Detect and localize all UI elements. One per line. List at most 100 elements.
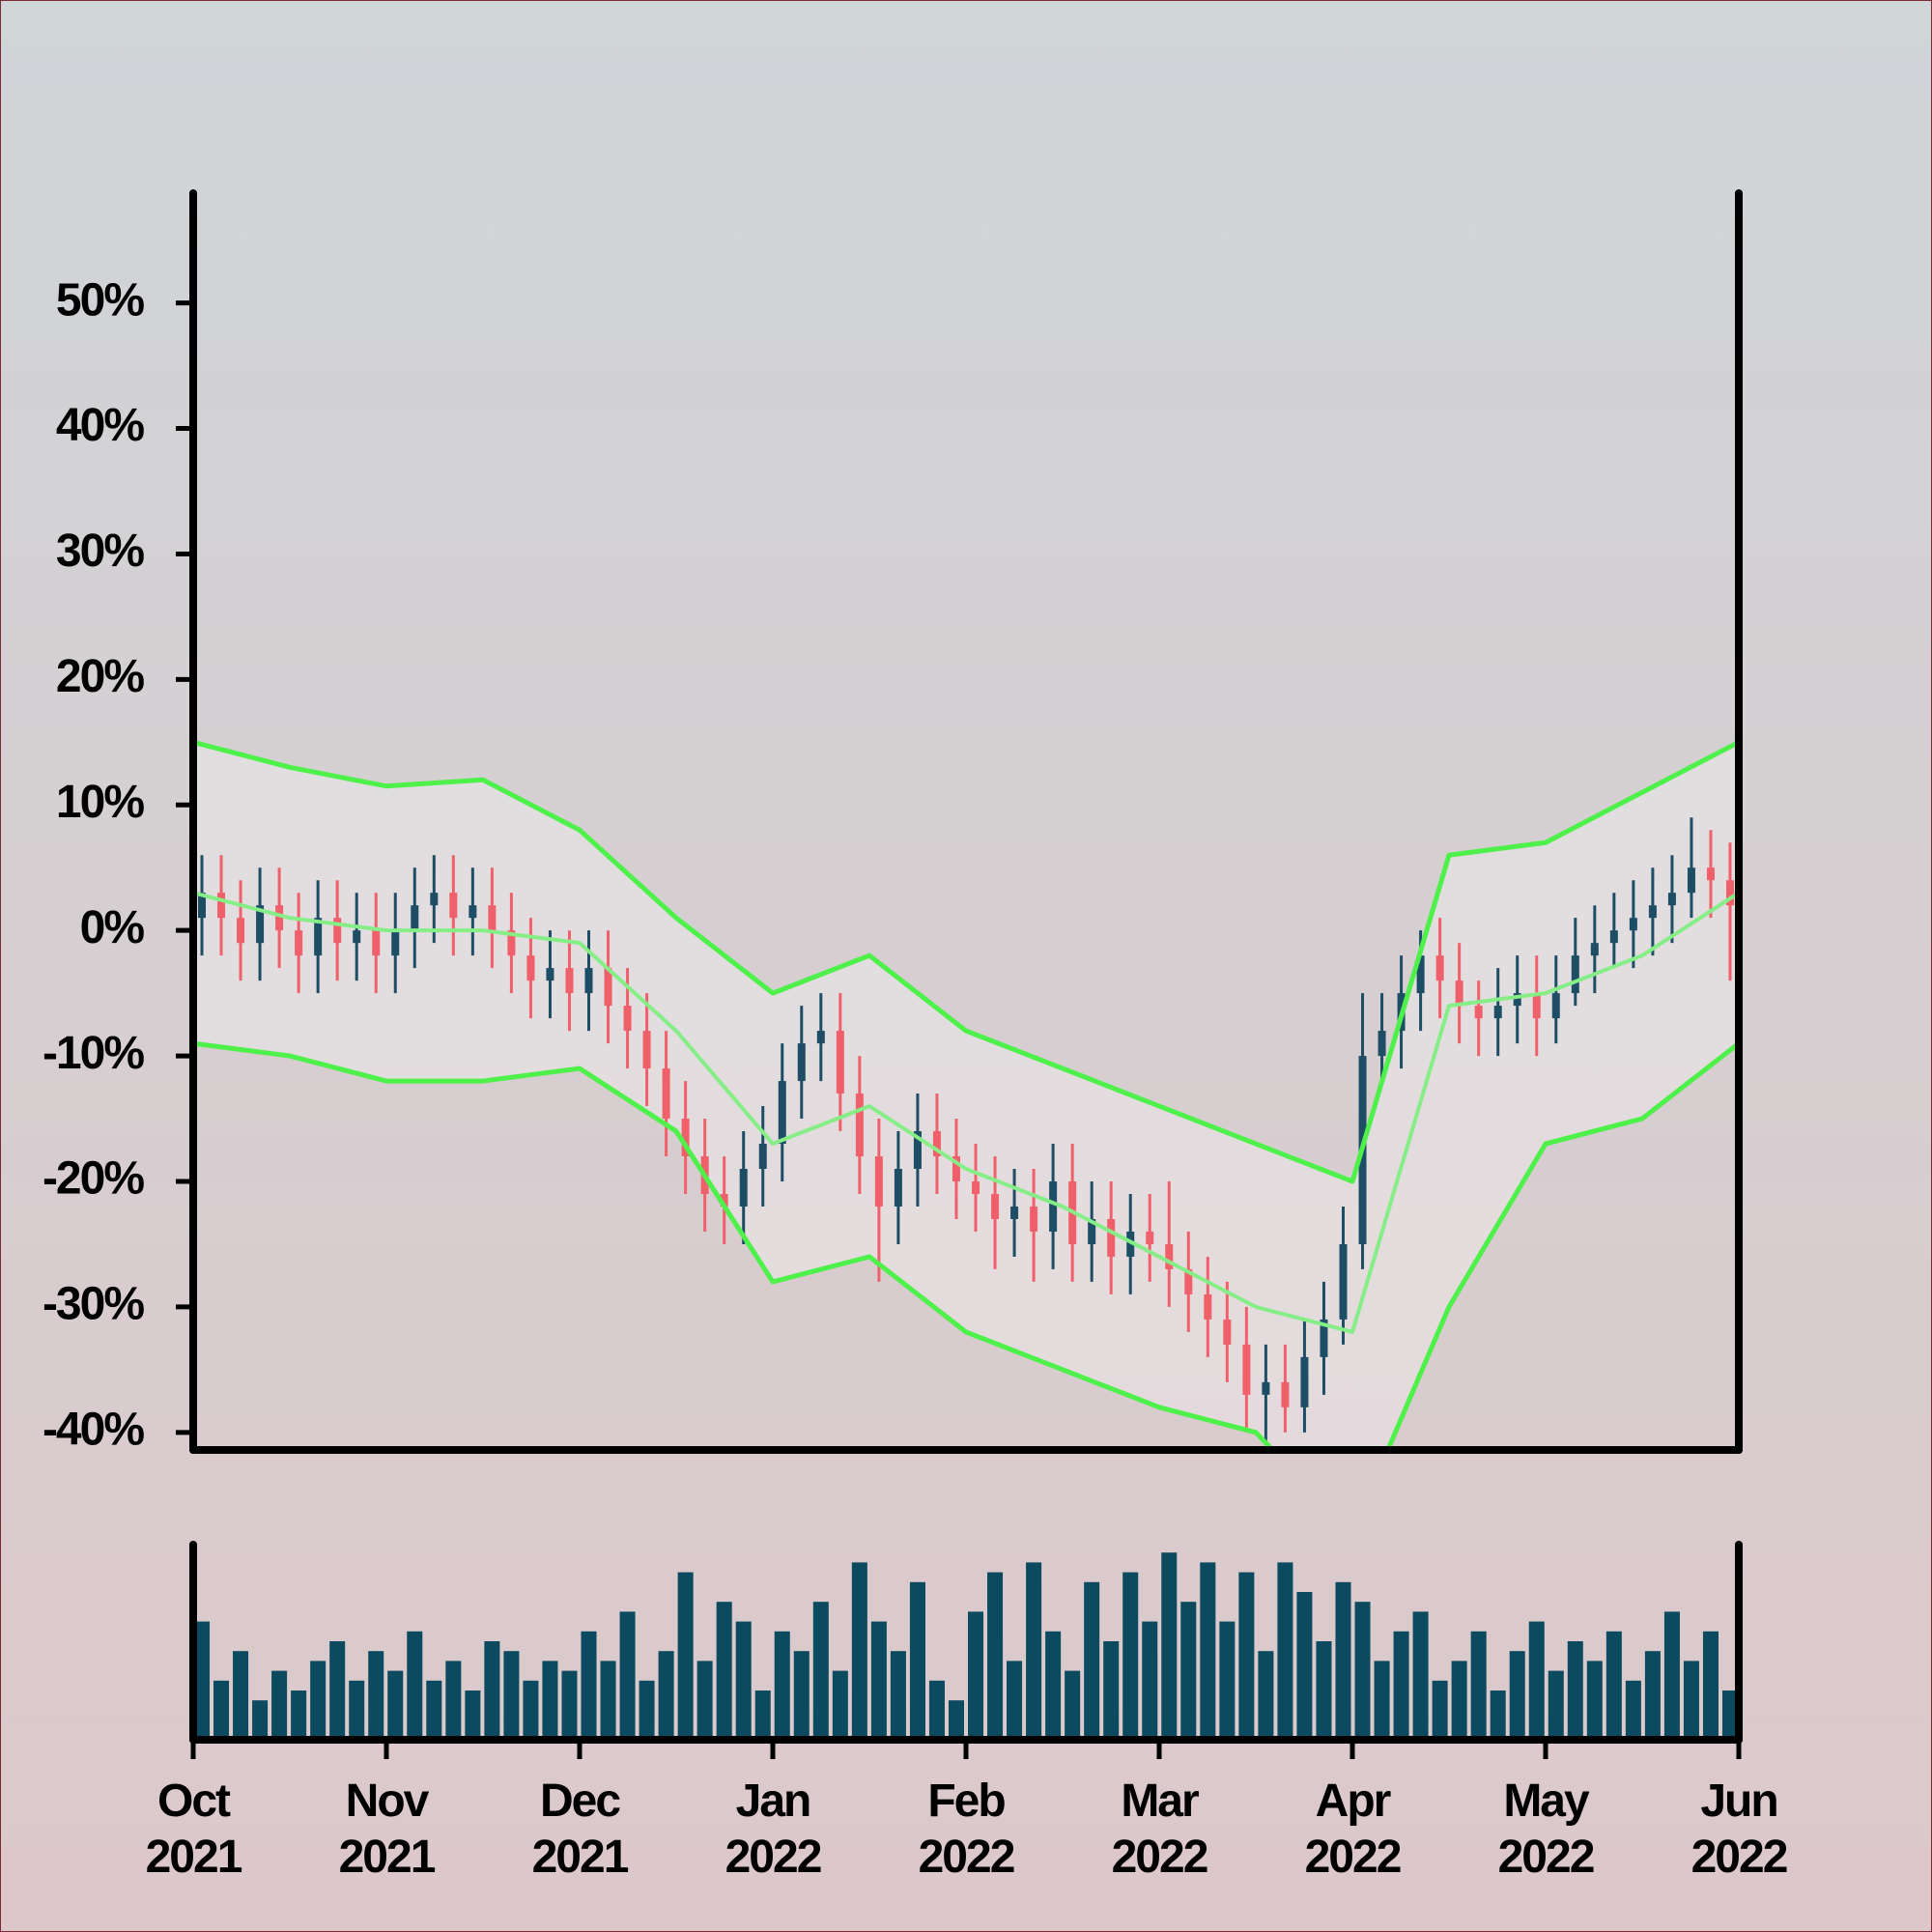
candle-body — [1629, 918, 1637, 931]
volume-bar — [581, 1631, 597, 1740]
candle-body — [1146, 1231, 1154, 1244]
volume-bar — [1045, 1631, 1062, 1740]
volume-bar — [1567, 1641, 1583, 1740]
volume-bar — [1490, 1690, 1506, 1740]
volume-bar — [1316, 1641, 1332, 1740]
candle-body — [681, 1119, 690, 1157]
x-tick-label: Jun 2022 — [1690, 1776, 1789, 1883]
volume-bar — [1026, 1562, 1042, 1740]
candle-body — [778, 1081, 786, 1145]
candle-body — [1204, 1293, 1212, 1320]
volume-bar — [793, 1651, 810, 1740]
volume-plot — [193, 1552, 1739, 1740]
candle-body — [1706, 867, 1715, 881]
volume-bar — [1451, 1661, 1467, 1740]
band-fill — [193, 742, 1739, 1450]
candle-body — [1726, 880, 1734, 906]
candle-body — [1378, 1031, 1386, 1057]
volume-bar — [1065, 1670, 1081, 1740]
candle-body — [1493, 1006, 1502, 1019]
candle-body — [1010, 1206, 1019, 1219]
volume-bar — [1586, 1661, 1603, 1740]
volume-bar — [523, 1680, 539, 1740]
y-tick-label: 50% — [56, 274, 144, 326]
candle-body — [913, 1131, 922, 1170]
volume-bar — [987, 1572, 1004, 1740]
candle-body — [1551, 993, 1560, 1019]
volume-bar — [349, 1680, 365, 1740]
candle-body — [546, 968, 554, 981]
volume-bar — [832, 1670, 848, 1740]
candle-body — [1609, 930, 1618, 944]
volume-bar — [968, 1611, 984, 1740]
candle-body — [1281, 1381, 1290, 1407]
volume-bar — [1528, 1621, 1545, 1740]
y-tick-label: 20% — [56, 651, 144, 702]
candle-body — [991, 1193, 1000, 1219]
candle-body — [972, 1180, 980, 1194]
volume-bar — [1161, 1552, 1178, 1740]
x-tick-label: Oct 2021 — [145, 1776, 243, 1883]
volume-bar — [1142, 1621, 1158, 1740]
x-tick-label: May 2022 — [1497, 1776, 1596, 1883]
candle-body — [642, 1031, 651, 1069]
volume-bar — [1200, 1562, 1216, 1740]
candle-body — [469, 905, 477, 919]
candle-body — [758, 1144, 767, 1170]
volume-bar — [851, 1562, 867, 1740]
candle-body — [952, 1156, 960, 1181]
volume-bar — [1258, 1651, 1274, 1740]
volume-bar — [213, 1680, 230, 1740]
volume-bar — [774, 1631, 790, 1740]
volume-bar — [909, 1581, 925, 1740]
x-tick-label: Apr 2022 — [1304, 1776, 1403, 1883]
candle-body — [1416, 955, 1425, 994]
volume-bar — [600, 1661, 616, 1740]
y-tick-label: 10% — [56, 777, 144, 828]
candle-body — [217, 893, 226, 919]
volume-bar — [1122, 1572, 1139, 1740]
volume-bar — [1393, 1631, 1409, 1740]
candle-body — [623, 1006, 632, 1032]
y-tick-label: -10% — [43, 1028, 144, 1079]
volume-bar — [658, 1651, 674, 1740]
candle-body — [1126, 1231, 1135, 1257]
volume-bar — [271, 1670, 288, 1740]
y-tick-label: 30% — [56, 526, 144, 577]
candle-body — [449, 893, 458, 919]
volume-bar — [639, 1680, 655, 1740]
candle-body — [1435, 955, 1444, 981]
volume-bar — [1238, 1572, 1255, 1740]
volume-bar — [233, 1651, 249, 1740]
x-tick-label: Mar 2022 — [1111, 1776, 1209, 1883]
candle-body — [391, 930, 400, 956]
volume-bar — [252, 1700, 269, 1740]
candle-body — [1513, 993, 1521, 1007]
candle-body — [1590, 943, 1599, 956]
volume-bar — [1721, 1690, 1739, 1740]
x-tick-label: Dec 2021 — [531, 1776, 630, 1883]
candle-body — [198, 893, 206, 919]
candle-body — [739, 1169, 748, 1207]
candle-body — [1030, 1206, 1038, 1232]
volume-bar — [696, 1661, 713, 1740]
candle-body — [662, 1068, 670, 1120]
candle-body — [836, 1031, 844, 1094]
candle-body — [295, 930, 303, 956]
candle-body — [1532, 993, 1541, 1019]
y-tick-label: 0% — [80, 902, 145, 953]
candle-body — [874, 1156, 883, 1207]
y-tick-label: 40% — [56, 400, 144, 451]
candle-body — [604, 968, 612, 1007]
volume-bar — [1548, 1670, 1564, 1740]
candle-body — [1339, 1243, 1348, 1320]
price-plot — [193, 739, 1739, 1450]
band-upper — [193, 739, 1739, 1184]
volume-bar — [1180, 1602, 1197, 1740]
volume-bar — [1412, 1611, 1429, 1740]
candle-body — [507, 930, 516, 956]
x-tick-label: Feb 2022 — [918, 1776, 1016, 1883]
volume-bar — [870, 1621, 887, 1740]
candle-body — [1300, 1356, 1309, 1407]
volume-bar — [928, 1680, 945, 1740]
